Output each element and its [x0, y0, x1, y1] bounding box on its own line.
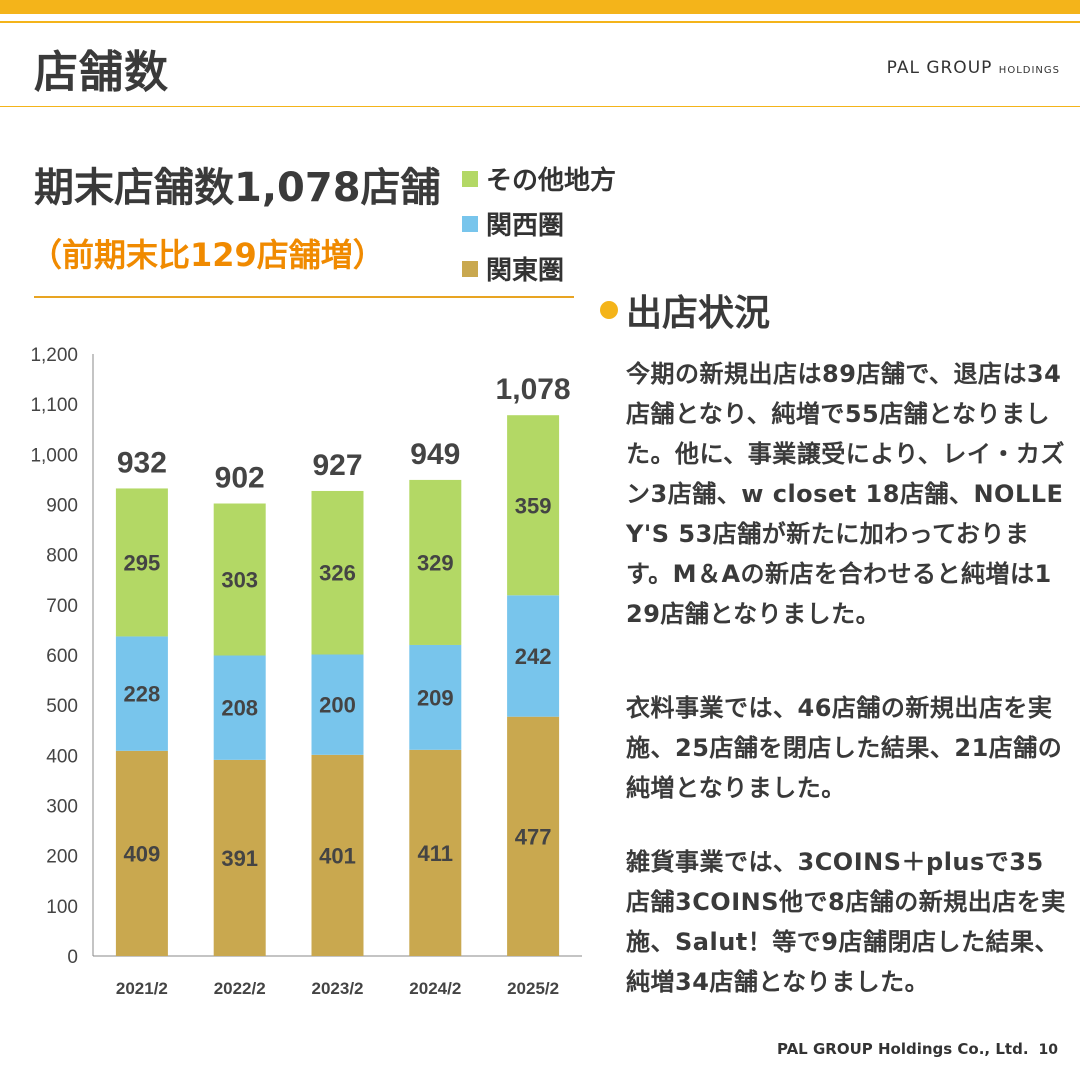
segment-value-label: 477	[515, 824, 552, 849]
y-tick-label: 1,000	[30, 445, 78, 466]
bar-segment-kansai	[311, 654, 364, 755]
y-tick-label: 900	[46, 496, 78, 517]
bar-segment-other	[311, 490, 364, 655]
brand-logo: PAL GROUP HOLDINGS	[887, 58, 1060, 78]
segment-value-label: 303	[221, 567, 258, 592]
bar-total-label: 932	[117, 446, 167, 479]
bar-segment-other	[507, 415, 560, 596]
x-tick-label: 2025/2	[507, 979, 559, 998]
segment-value-label: 200	[319, 693, 356, 718]
legend-label-other: その他地方	[486, 166, 617, 196]
legend-item-kansai: 関西圏	[462, 201, 616, 246]
legend-swatch-kanto	[462, 260, 478, 277]
bar-total-label: 949	[410, 438, 460, 471]
bullet-dot-icon	[600, 301, 618, 319]
bar-segment-kansai	[115, 636, 168, 751]
segment-value-label: 242	[515, 644, 552, 669]
headline-divider	[34, 296, 574, 298]
page-number: 10	[1038, 1042, 1058, 1058]
segment-value-label: 411	[418, 841, 454, 866]
top-accent-bar	[0, 0, 1080, 14]
y-tick-label: 0	[67, 947, 78, 968]
section-header: 出店状況	[600, 284, 770, 336]
section-title: 出店状況	[626, 293, 771, 334]
stacked-bar-chart: 0 100 200 300 400 500 600 700 800 900 1,000 1,100 1,…	[30, 345, 582, 998]
y-tick-label: 400	[46, 746, 78, 767]
paragraph-store-openings: 今期の新規出店は89店舗で、退店は34店舗となり、純増で55店舗となりました。他…	[626, 360, 1065, 628]
y-tick-label: 700	[46, 596, 78, 617]
legend-item-other: その他地方	[462, 156, 616, 201]
brand-suffix: HOLDINGS	[998, 65, 1060, 76]
bar-total-label: 927	[312, 449, 362, 482]
segment-value-label: 209	[417, 685, 454, 710]
bar-segment-other	[115, 488, 168, 637]
bar-segment-other	[409, 479, 462, 645]
headline: 期末店舗数1,078店舗	[34, 165, 441, 211]
subline: （前期末比129店舗増）	[30, 236, 385, 274]
top-accent-line	[0, 21, 1080, 23]
paragraph-goods: 雑貨事業では、3COINS＋plusで35店舗3COINS他で8店舗の新規出店を…	[626, 848, 1066, 996]
bar-segment-kanto	[213, 759, 266, 956]
bar-total-label: 1,078	[496, 373, 571, 406]
bar-segment-kansai	[507, 595, 560, 717]
y-tick-label: 1,100	[30, 395, 78, 416]
y-tick-label: 300	[46, 797, 78, 818]
legend-item-kanto: 関東圏	[462, 246, 616, 291]
page-title: 店舗数	[34, 47, 169, 98]
bar-segment-kansai	[213, 655, 266, 760]
x-tick-label: 2022/2	[214, 979, 266, 998]
legend-swatch-other	[462, 170, 478, 187]
x-tick-label: 2024/2	[409, 979, 461, 998]
brand-name: PAL GROUP	[886, 58, 993, 78]
segment-value-label: 326	[319, 561, 356, 586]
header-divider	[0, 106, 1080, 107]
bar-segment-kansai	[409, 644, 462, 750]
y-tick-label: 100	[46, 897, 78, 918]
bar-segment-kanto	[409, 749, 462, 956]
segment-value-label: 208	[221, 696, 258, 721]
segment-value-label: 401	[319, 843, 356, 868]
segment-value-label: 359	[515, 493, 552, 518]
bar-segment-kanto	[507, 716, 560, 956]
segment-value-label: 391	[221, 846, 258, 871]
x-tick-label: 2023/2	[312, 979, 364, 998]
bar-segment-kanto	[115, 750, 168, 956]
legend-label-kansai: 関西圏	[486, 211, 565, 241]
footer-company: PAL GROUP Holdings Co., Ltd.	[776, 1040, 1029, 1058]
segment-value-label: 329	[417, 550, 454, 575]
segment-value-label: 228	[124, 682, 161, 707]
bar-total-label: 902	[215, 461, 265, 494]
y-tick-label: 500	[46, 696, 78, 717]
segment-value-label: 295	[124, 550, 161, 575]
legend-label-kanto: 関東圏	[486, 256, 565, 286]
y-tick-label: 600	[46, 646, 78, 667]
bar-segment-other	[213, 503, 266, 656]
legend-swatch-kansai	[462, 215, 478, 232]
paragraph-apparel: 衣料事業では、46店舗の新規出店を実施、25店舗を閉店した結果、21店舗の純増と…	[626, 694, 1063, 802]
chart-legend: その他地方 関西圏 関東圏	[462, 156, 616, 291]
x-tick-label: 2021/2	[116, 979, 168, 998]
footer: PAL GROUP Holdings Co., Ltd. 10	[777, 1040, 1058, 1058]
bar-segment-kanto	[311, 754, 364, 956]
y-tick-label: 1,200	[30, 345, 78, 366]
y-tick-label: 800	[46, 546, 78, 567]
y-tick-label: 200	[46, 847, 78, 868]
segment-value-label: 409	[124, 841, 161, 866]
